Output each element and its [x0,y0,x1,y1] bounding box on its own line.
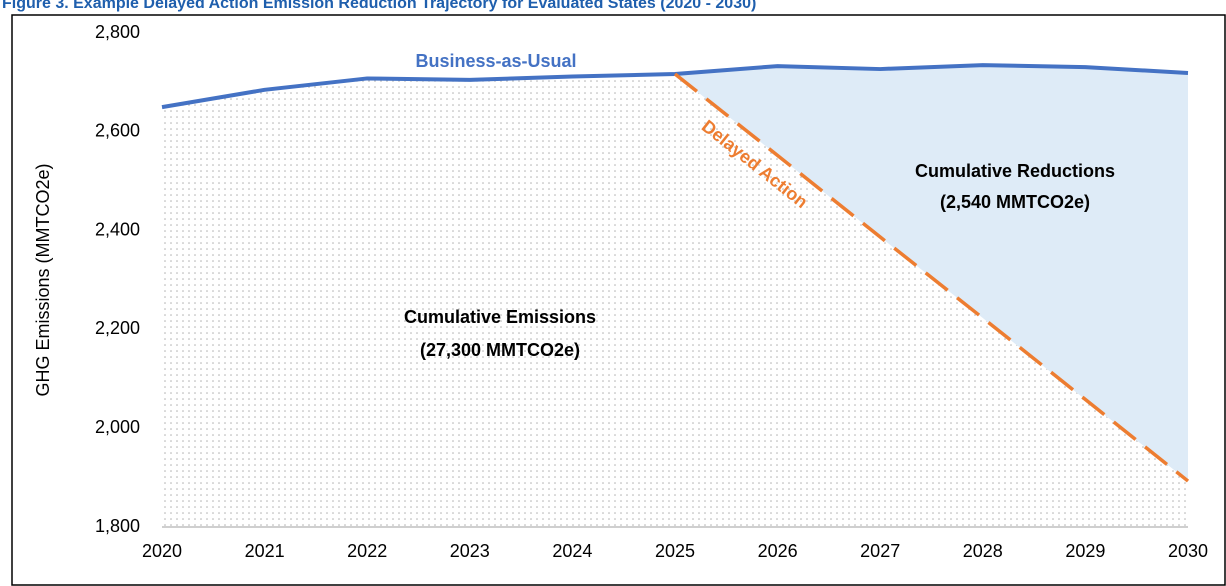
x-tick-label: 2028 [963,541,1003,561]
x-tick-label: 2021 [245,541,285,561]
x-tick-label: 2024 [552,541,592,561]
y-tick-label: 1,800 [95,516,140,536]
y-tick-label: 2,000 [95,417,140,437]
series-line [673,72,1190,483]
x-tick-label: 2025 [655,541,695,561]
emissions-area [162,74,1188,527]
x-tick-label: 2026 [758,541,798,561]
x-tick-label: 2029 [1065,541,1105,561]
y-tick-label: 2,200 [95,318,140,338]
y-tick-label: 2,600 [95,121,140,141]
annotation: Cumulative Reductions [915,161,1115,181]
y-tick-label: 2,800 [95,22,140,42]
annotation: (27,300 MMTCO2e) [420,340,580,360]
annotation: Cumulative Emissions [404,307,596,327]
y-tick-label: 2,400 [95,219,140,239]
x-tick-label: 2023 [450,541,490,561]
chart-frame [11,14,1226,586]
x-tick-label: 2020 [142,541,182,561]
x-tick-label: 2030 [1168,541,1208,561]
x-tick-label: 2027 [860,541,900,561]
series-label: Business-as-Usual [415,51,576,71]
chart-title: Figure 3. Example Delayed Action Emissio… [2,0,756,12]
annotation: (2,540 MMTCO2e) [940,192,1090,212]
x-tick-label: 2022 [347,541,387,561]
y-axis-label: GHG Emissions (MMTCO2e) [33,163,53,396]
